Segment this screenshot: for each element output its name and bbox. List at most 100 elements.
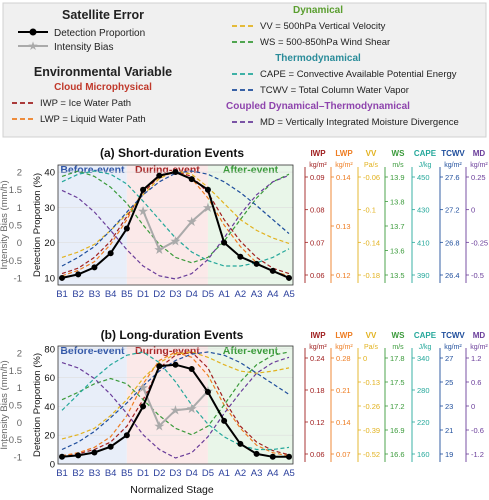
y2-tick-label: -1 [14,273,22,284]
env-axis-tick-label: 390 [417,271,430,280]
env-axis-tick-label: 17.2 [390,402,405,411]
env-axis-tick-label: 0.18 [310,386,325,395]
env-axis-tick-label: 25 [445,378,453,387]
y2-tick-label: -0.5 [6,435,22,446]
detection-point [75,271,82,278]
x-tick-label: B1 [56,289,68,300]
detection-point [59,453,65,460]
detection-point [156,363,163,370]
env-axis-tick-label: 0 [363,354,367,363]
y2-tick-label: 2 [17,168,22,179]
bias-point: ★ [186,401,198,416]
env-axis-tick-label: 27.2 [445,206,460,215]
x-tick-label: A1 [218,468,230,479]
env-axis-tick-label: 0 [471,206,475,215]
y-tick-label: 40 [44,402,55,413]
env-axis-tick-label: 13.8 [390,198,405,207]
x-tick-label: D2 [153,468,165,479]
bias-line [142,206,209,252]
x-tick-label: A3 [251,289,263,300]
env-axis-tick-label: 16.6 [390,450,405,459]
detection-point [172,361,179,368]
env-axis-tick-label: 0.14 [336,173,351,182]
bias-point: ★ [170,403,182,418]
detection-point [59,274,65,281]
x-tick-label: B3 [89,468,101,479]
bias-point: ★ [153,418,165,433]
y-axis-label: Detection Proportion (%) [32,173,43,277]
env-series-LWP [61,351,290,457]
x-tick-label: B5 [121,289,133,300]
env-axis-tick-label: 0.6 [471,378,481,387]
y-tick-label: 40 [44,168,55,179]
env-axis-tick-label: 17.8 [390,354,405,363]
env-axis-tick-label: -0.13 [363,378,380,387]
y2-tick-label: 1.5 [9,366,22,377]
env-axis-tick-label: 21 [445,426,453,435]
env-axis-tick-label: 13.6 [390,247,405,256]
y2-tick-label: 0 [17,418,22,429]
env-axis-tick-label: -0.5 [471,271,484,280]
legend-item-label-5: TCWV = Total Column Water Vapor [260,85,409,96]
env-axis-tick-label: 23 [445,402,453,411]
detection-point [286,274,292,281]
env-axis-tick-label: 16.9 [390,426,405,435]
legend-group-3: Coupled Dynamical–Thermodynamical [226,101,410,112]
x-tick-label: A3 [251,468,263,479]
env-axis-tick-label: 0.12 [310,418,325,427]
env-axis-tick-label: 13.9 [390,173,405,182]
detection-point [286,453,292,460]
env-axis-unit: kg/m² [444,344,462,351]
y2-tick-label: 2 [17,348,22,359]
env-series-VV [61,351,290,440]
env-axis-unit: kg/m² [335,344,353,351]
env-axis-unit: m/s [392,162,404,169]
legend-bias-label: Intensity Bias [54,42,113,53]
legend-detection-label: Detection Proportion [54,28,145,39]
env-axis-name: CAPE [414,331,437,340]
phase-region [207,346,293,464]
bias-line [142,387,209,428]
y2-tick-label: -0.5 [6,256,22,267]
phase-label: During-event [135,345,200,357]
phase-label: Before-event [60,345,125,357]
bias-point: ★ [137,380,149,395]
detection-point [123,225,130,232]
env-axis-tick-label: 0.12 [336,271,351,280]
env-axis-tick-label: 13.5 [390,271,405,280]
env-axis-name: TCWV [441,331,465,340]
phase-region [207,165,293,285]
env-axis-unit: kg/m² [309,344,327,351]
env-axis-tick-label: -0.6 [471,426,484,435]
env-axis-name: WS [392,331,406,340]
y-tick-label: 0 [50,460,55,471]
env-axis-tick-label: 27.6 [445,173,460,182]
env-axis-unit: kg/m² [335,162,353,169]
env-axis-tick-label: 0.07 [310,238,325,247]
x-axis-label: Normalized Stage [130,484,214,496]
detection-point [204,186,211,193]
x-tick-label: D2 [153,289,165,300]
legend-item-label-6: MD = Vertically Integrated Moisture Dive… [260,117,459,128]
env-axis-tick-label: 340 [417,354,430,363]
env-axis-tick-label: 0.14 [336,418,351,427]
x-tick-label: D5 [202,289,214,300]
env-axis-tick-label: 0.28 [336,354,351,363]
env-series-MD [61,356,290,459]
detection-point [237,440,244,447]
legend-detection-marker [29,28,37,36]
env-axis-unit: kg/m² [444,162,462,169]
env-series-IWP [61,351,290,457]
y-tick-label: 20 [44,431,55,442]
y2-tick-label: 0 [17,238,22,249]
env-series-CAPE [61,351,290,451]
bias-point: ★ [137,203,149,218]
env-axis-tick-label: 160 [417,450,430,459]
env-axis-tick-label: 0.08 [310,206,325,215]
env-axis-tick-label: 0.06 [310,450,325,459]
panel-title: (a) Short-duration Events [100,146,244,160]
detection-point [221,417,228,424]
env-axis-tick-label: 220 [417,418,430,427]
x-tick-label: D5 [202,468,214,479]
x-tick-label: B4 [105,468,117,479]
